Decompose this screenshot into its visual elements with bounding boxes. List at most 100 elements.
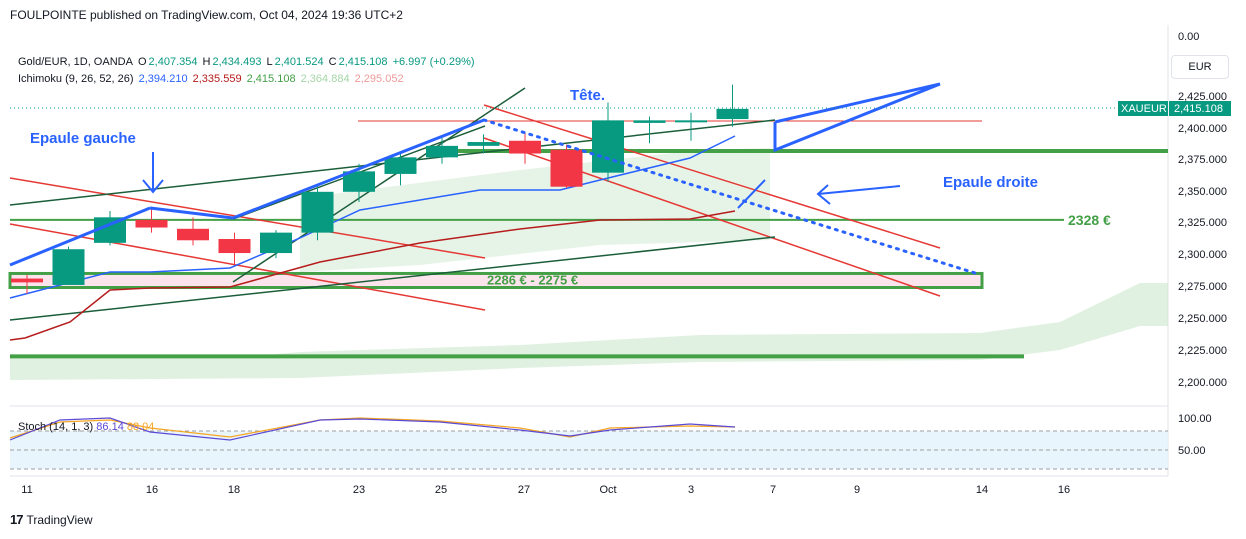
candle-body	[260, 232, 292, 254]
x-tick-label: 9	[854, 484, 860, 496]
support-zone-label: 2286 € - 2275 €	[487, 272, 578, 287]
footer-brand: TradingView	[26, 512, 93, 527]
x-tick-label: 3	[688, 484, 694, 496]
ichimoku-cloud	[10, 283, 1168, 380]
candle-body	[675, 120, 707, 123]
close-label: C	[328, 56, 337, 68]
candle-body	[301, 191, 334, 233]
open-value: 2,407.354	[148, 56, 198, 68]
tradingview-logo-icon: 17	[10, 512, 24, 527]
y-tick-label: 0.00	[1178, 31, 1199, 43]
high-label: H	[202, 56, 211, 68]
y-tick-label: 2,275.000	[1178, 281, 1227, 293]
stoch-k-line	[9, 417, 736, 441]
annotation-right-shoulder: Epaule droite	[943, 174, 1038, 191]
stoch-d-line	[9, 417, 736, 439]
wedge-line	[9, 236, 776, 321]
price-tag-value-bg	[1169, 101, 1231, 116]
y-tick-label: 2,375.000	[1178, 154, 1227, 166]
annotation-left-shoulder: Epaule gauche	[30, 130, 136, 147]
ichimoku-legend: Ichimoku (9, 26, 52, 26) 2,394.210 2,335…	[18, 73, 406, 85]
candle-body	[716, 108, 749, 120]
x-tick-label: 25	[435, 484, 447, 496]
candle-body	[467, 142, 500, 146]
candle-body	[11, 278, 43, 283]
candle-body	[509, 140, 541, 154]
candle-body	[550, 149, 583, 187]
candle-body	[343, 171, 375, 192]
close-value: 2,415.108	[338, 56, 388, 68]
open-label: O	[137, 56, 147, 68]
stoch-d-value: 88.04	[126, 421, 155, 433]
stoch-tick-label: 50.00	[1178, 445, 1206, 457]
y-tick-label: 2,425.000	[1178, 91, 1227, 103]
y-tick-label: 2,350.000	[1178, 186, 1227, 198]
y-tick-label: 2,200.000	[1178, 377, 1227, 389]
arrow-down-icon	[142, 179, 164, 194]
ichimoku-value: 2,364.884	[300, 73, 350, 85]
ichimoku-value: 2,335.559	[192, 73, 242, 85]
candle-body	[177, 228, 209, 241]
y-tick-label: 2,225.000	[1178, 345, 1227, 357]
candle-body	[384, 157, 417, 174]
arrow-left-icon	[816, 184, 831, 205]
x-tick-label: 27	[518, 484, 530, 496]
projection-dotted	[482, 118, 977, 275]
price-legend: Gold/EUR, 1D, OANDA O 2,407.354 H 2,434.49…	[18, 56, 477, 68]
ichimoku-cloud	[300, 148, 770, 272]
candle-body	[52, 249, 85, 285]
low-value: 2,401.524	[274, 56, 324, 68]
x-tick-label: 16	[146, 484, 158, 496]
y-tick-label: 2,400.000	[1178, 123, 1227, 135]
candle-body	[426, 145, 458, 158]
x-tick-label: 7	[770, 484, 776, 496]
trend-annotation	[9, 206, 151, 267]
tradingview-footer[interactable]: 17 TradingView	[10, 512, 93, 527]
symbol-label: Gold/EUR, 1D, OANDA	[18, 56, 133, 68]
trend-annotation	[149, 206, 234, 220]
channel-line	[9, 177, 486, 259]
price-tag-value: 2,415.108	[1174, 103, 1223, 115]
measured-move-arrow	[773, 82, 941, 153]
stoch-label: Stoch (14, 1, 3)	[18, 421, 94, 433]
support-zone	[8, 271, 984, 289]
stoch-band	[10, 431, 1168, 469]
stoch-legend: Stoch (14, 1, 3) 86.14 88.04	[18, 421, 154, 433]
x-tick-label: 23	[353, 484, 365, 496]
x-tick-label: 14	[976, 484, 988, 496]
low-label: L	[266, 56, 273, 68]
currency-selector[interactable]: EUR	[1171, 55, 1229, 79]
annotation-head: Tête.	[570, 87, 605, 104]
candle-body	[633, 120, 666, 123]
tenkan-line	[9, 135, 736, 299]
candle-body	[592, 120, 624, 173]
stoch-k-value: 86.14	[96, 421, 124, 433]
level-label-2328: 2328 €	[1068, 212, 1111, 228]
stoch-tick-label: 100.00	[1178, 413, 1212, 425]
y-tick-label: 2,250.000	[1178, 313, 1227, 325]
change-value: +6.997 (+0.29%)	[392, 56, 475, 68]
candle-body	[135, 219, 168, 228]
high-value: 2,434.493	[212, 56, 262, 68]
channel-line	[483, 104, 941, 249]
ichimoku-value: 2,295.052	[354, 73, 404, 85]
published-caption: FOULPOINTE published on TradingView.com,…	[10, 8, 403, 22]
kijun-line	[9, 210, 736, 341]
candle-body	[218, 239, 251, 254]
ichimoku-value: 2,415.108	[246, 73, 296, 85]
price-tag-symbol-bg	[1118, 101, 1168, 116]
arrow-left-icon	[737, 179, 766, 209]
arrow-left-icon	[817, 185, 901, 195]
ichimoku-value: 2,394.210	[138, 73, 188, 85]
price-tag-symbol: XAUEUR	[1121, 103, 1167, 115]
y-tick-label: 2,300.000	[1178, 249, 1227, 261]
x-tick-label: 18	[228, 484, 240, 496]
x-tick-label: 16	[1058, 484, 1070, 496]
y-tick-label: 2,325.000	[1178, 217, 1227, 229]
x-tick-label: 11	[21, 484, 32, 496]
trend-annotation	[232, 118, 485, 220]
ichimoku-label: Ichimoku (9, 26, 52, 26)	[18, 73, 134, 85]
channel-line	[9, 223, 486, 311]
x-tick-label: Oct	[599, 484, 616, 496]
